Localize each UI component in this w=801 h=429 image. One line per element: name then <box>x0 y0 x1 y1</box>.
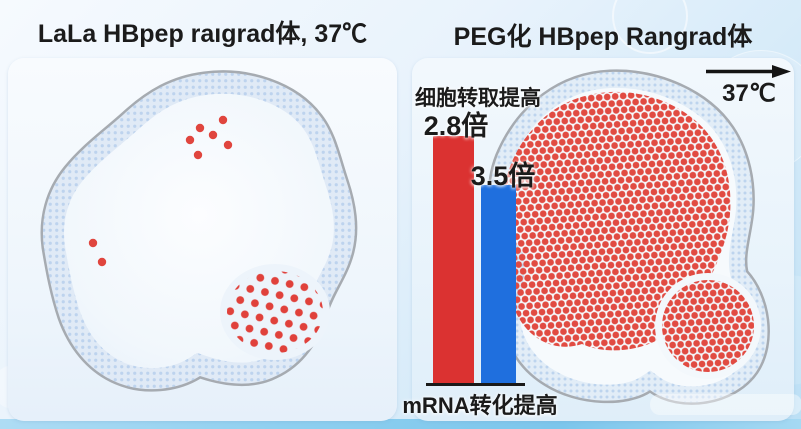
left-cell-illustration <box>40 70 358 392</box>
highlight-band <box>650 394 801 415</box>
bar-cell-uptake <box>433 136 474 384</box>
packed-nanoparticles-large-lobe <box>501 91 731 351</box>
bar-mrna-conversion <box>481 185 516 384</box>
temperature-label: 37℃ <box>722 80 776 107</box>
condensate-nanoparticles <box>227 271 323 353</box>
chart-baseline <box>426 383 525 386</box>
right-panel-title: PEG化 HBpep Rangrad体 <box>453 23 753 51</box>
left-panel <box>8 58 397 421</box>
chart-bottom-label: mRNA转化提高 <box>402 393 558 418</box>
bar-value-label-red: 2.8倍 <box>423 111 489 141</box>
packed-nanoparticles-small-lobe <box>662 280 754 372</box>
right-cell-illustration <box>487 69 770 405</box>
right-panel: 细胞转取提高 2.8倍 3.5倍 mRNA转化提高 37℃ <box>402 58 801 421</box>
left-panel-title: LaLa HBpep raıgrad体, 37℃ <box>37 20 368 48</box>
chart-title: 细胞转取提高 <box>415 87 541 110</box>
right-arrow-icon <box>704 64 792 79</box>
bottom-accent-strip <box>0 419 801 429</box>
bar-value-label-blue: 3.5倍 <box>470 161 536 191</box>
free-nanoparticle-dots <box>88 115 233 267</box>
